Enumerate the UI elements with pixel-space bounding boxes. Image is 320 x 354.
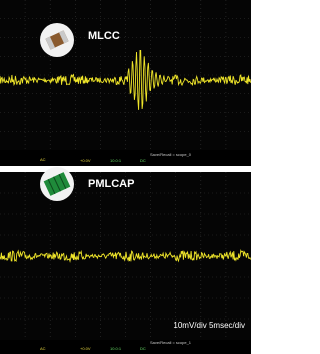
scope-screen [0, 0, 251, 150]
status-bar [0, 150, 251, 166]
channel-text: AC [40, 346, 46, 351]
channel-text: DC [140, 346, 146, 351]
scope-figure: MLCC Save/Recall = scope_0 AC +0.0V 10.0… [0, 0, 251, 354]
channel-text: DC [140, 158, 146, 163]
scale-text: 10mV/div 5msec/div [173, 321, 245, 330]
channel-text: AC [40, 157, 46, 162]
status-bar [0, 340, 251, 354]
footer-text: Save/Recall = scope_0 [150, 152, 192, 157]
footer-text: Save/Recall = scope_1 [150, 340, 192, 345]
channel-text: +0.0V [80, 346, 91, 351]
panel-label: PMLCAP [88, 178, 134, 190]
channel-text: 10.0:1 [110, 158, 122, 163]
channel-text: +0.0V [80, 158, 91, 163]
channel-text: 10.0:1 [110, 346, 122, 351]
panel-label: MLCC [88, 30, 120, 42]
